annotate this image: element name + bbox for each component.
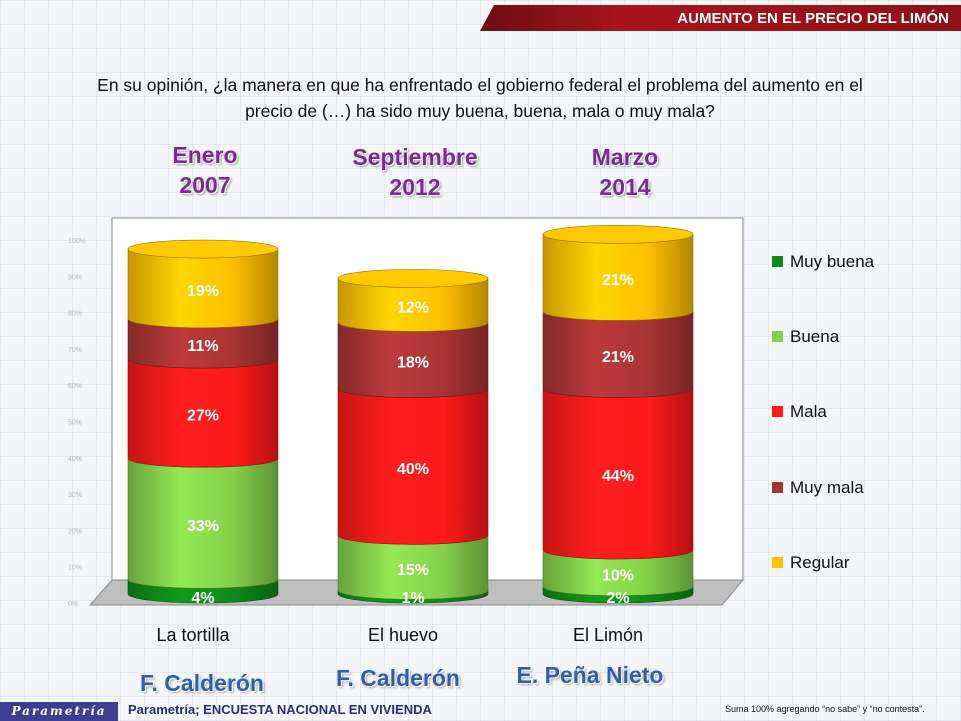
data-label: 19%: [187, 283, 219, 300]
data-label: 33%: [187, 518, 219, 535]
data-label: 27%: [187, 408, 219, 425]
data-label: 2%: [606, 590, 629, 607]
y-tick-label: 80%: [68, 311, 82, 318]
legend-swatch: [772, 256, 783, 267]
y-tick-label: 100%: [68, 238, 86, 245]
period-month: Septiembre: [352, 144, 478, 170]
data-label: 44%: [602, 468, 634, 485]
y-tick-label: 40%: [68, 456, 82, 463]
x-tick-label: El Limón: [573, 625, 643, 645]
y-tick-label: 0%: [68, 601, 78, 608]
legend-label: Regular: [790, 553, 850, 572]
data-label: 10%: [602, 567, 634, 584]
x-tick-label: El huevo: [368, 625, 438, 645]
president-label-3: E. Peña Nieto: [516, 662, 664, 688]
legend-label: Muy mala: [790, 478, 864, 497]
x-tick-label: La tortilla: [156, 625, 230, 645]
y-tick-label: 90%: [68, 274, 82, 281]
question-line-1: En su opinión, ¿la manera en que ha enfr…: [97, 75, 863, 95]
footer-note: Suma 100% agregando “no sabe” y “no cont…: [725, 704, 925, 714]
y-tick-label: 10%: [68, 565, 82, 572]
y-tick-label: 20%: [68, 528, 82, 535]
parametria-logo: Parametría: [0, 702, 118, 721]
data-label: 40%: [397, 461, 429, 478]
period-label-2: Septiembre 2012: [325, 142, 505, 202]
legend-label: Muy buena: [790, 252, 875, 271]
data-label: 11%: [187, 338, 218, 355]
legend-swatch: [772, 482, 783, 493]
bar-top-cap: [542, 225, 694, 244]
period-year: 2012: [389, 174, 441, 200]
survey-question: En su opinión, ¿la manera en que ha enfr…: [40, 72, 920, 124]
period-month: Enero: [172, 142, 238, 168]
footer-source: Parametría; ENCUESTA NACIONAL EN VIVIEND…: [128, 702, 432, 717]
data-label: 15%: [397, 562, 429, 579]
data-label: 12%: [397, 299, 429, 316]
period-label-1: Enero 2007: [115, 140, 295, 200]
president-label-1: F. Calderón: [140, 670, 264, 696]
period-label-3: Marzo 2014: [535, 142, 715, 202]
y-tick-label: 50%: [68, 420, 82, 427]
y-tick-label: 70%: [68, 347, 82, 354]
period-year: 2007: [179, 172, 231, 198]
legend-label: Buena: [790, 327, 840, 346]
period-month: Marzo: [591, 144, 659, 170]
period-year: 2014: [599, 174, 651, 200]
data-label: 21%: [602, 272, 634, 289]
header-bar: AUMENTO EN EL PRECIO DEL LIMÓN: [480, 5, 961, 31]
bar-top-cap: [337, 269, 489, 288]
page-title: AUMENTO EN EL PRECIO DEL LIMÓN: [677, 10, 949, 27]
bar-top-cap: [127, 239, 279, 259]
y-tick-label: 60%: [68, 383, 82, 390]
data-label: 1%: [401, 590, 424, 607]
question-line-2: precio de (…) ha sido muy buena, buena, …: [245, 101, 715, 121]
data-label: 4%: [191, 590, 214, 607]
legend-swatch: [772, 331, 783, 342]
data-label: 21%: [602, 349, 634, 366]
y-tick-label: 30%: [68, 492, 82, 499]
legend-label: Mala: [790, 402, 827, 421]
data-label: 18%: [397, 354, 429, 371]
president-label-2: F. Calderón: [336, 665, 460, 691]
legend-swatch: [772, 557, 783, 568]
legend-swatch: [772, 406, 783, 417]
